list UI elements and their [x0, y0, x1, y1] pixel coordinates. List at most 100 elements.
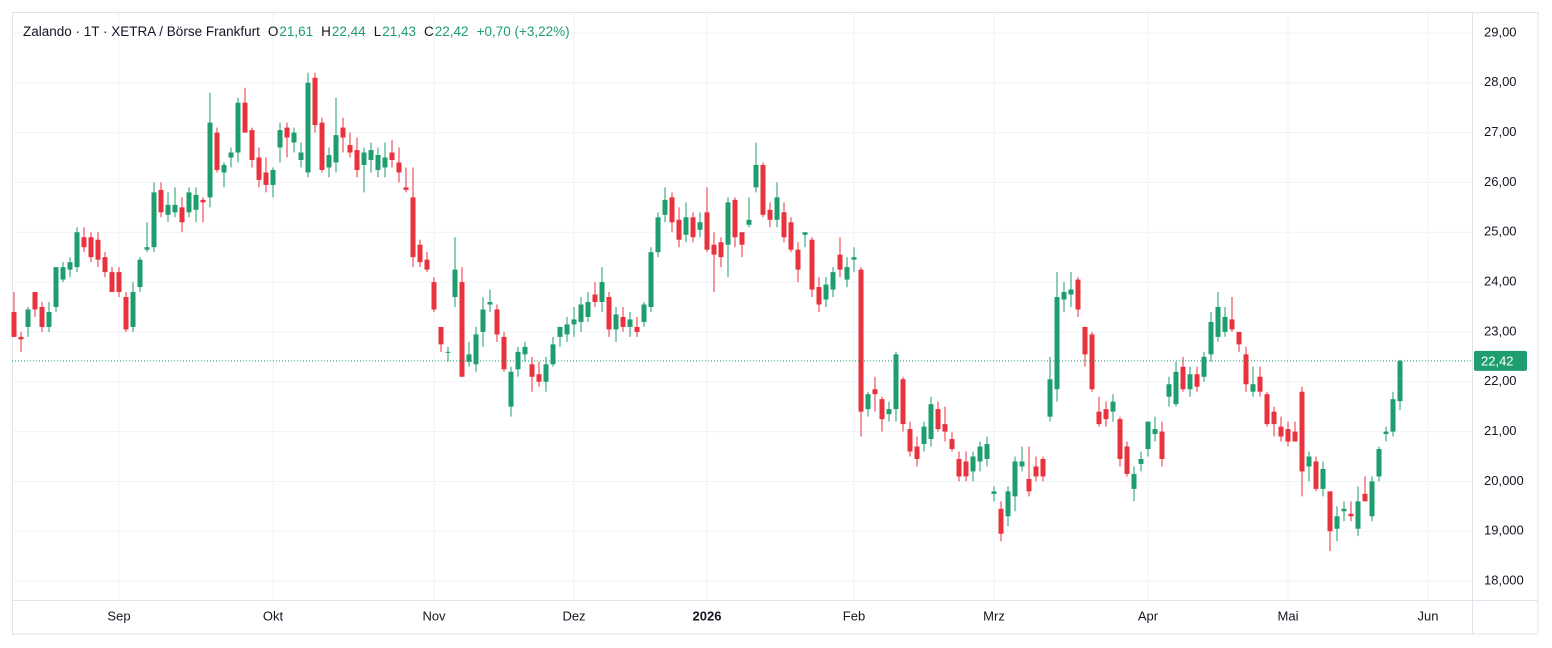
candle-body — [508, 371, 514, 407]
candle-body — [669, 197, 675, 223]
candle-body — [1082, 326, 1088, 355]
ohlc-value: 22,44 — [331, 24, 366, 39]
candle-body — [11, 311, 17, 337]
candle-body — [165, 204, 171, 215]
candle-body — [277, 130, 283, 148]
candle-body — [284, 127, 290, 138]
candle-body — [473, 334, 479, 365]
candle-body — [1257, 376, 1263, 392]
candle-body — [641, 304, 647, 322]
candle-body — [417, 244, 423, 263]
y-tick-label: 23,00 — [1484, 323, 1517, 338]
candle-body — [627, 319, 633, 327]
candle-body — [634, 326, 640, 332]
candle-body — [1012, 461, 1018, 497]
candle-body — [151, 192, 157, 248]
candle-body — [389, 152, 395, 160]
chart-frame — [12, 12, 1539, 635]
candle-body — [578, 304, 584, 322]
candle-body — [760, 164, 766, 215]
candle-body — [494, 309, 500, 335]
candle-body — [1187, 374, 1193, 390]
candle-body — [235, 102, 241, 153]
y-tick-label: 26,00 — [1484, 174, 1517, 189]
candle-body — [1390, 399, 1396, 432]
candle-body — [844, 267, 850, 280]
candle-body — [410, 197, 416, 258]
candle-body — [648, 252, 654, 307]
y-tick-label: 20,000 — [1484, 473, 1524, 488]
candle-body — [193, 194, 199, 210]
candle-body — [620, 316, 626, 327]
candle-body — [907, 429, 913, 452]
candle-body — [1271, 411, 1277, 425]
candle-body — [557, 326, 563, 337]
candle-body — [480, 309, 486, 332]
ohlc-key: L — [373, 24, 382, 39]
candle-body — [459, 282, 465, 377]
candle-body — [326, 155, 332, 168]
candle-body — [347, 145, 353, 153]
candle-body — [1054, 297, 1060, 390]
candle-body — [333, 135, 339, 163]
candle-body — [263, 172, 269, 185]
candle-body — [788, 222, 794, 250]
candle-body — [1362, 493, 1368, 502]
candle-body — [172, 204, 178, 213]
y-tick-label: 28,00 — [1484, 74, 1517, 89]
candle-body — [270, 169, 276, 185]
candle-body — [704, 212, 710, 250]
candle-body — [550, 344, 556, 365]
x-tick-label: Feb — [843, 608, 865, 623]
candle-body — [144, 247, 150, 250]
candle-body — [753, 164, 759, 188]
candle-body — [18, 336, 24, 340]
candle-body — [403, 187, 409, 190]
y-tick-label: 27,00 — [1484, 124, 1517, 139]
candle-body — [382, 157, 388, 168]
candle-body — [970, 456, 976, 472]
candle-body — [802, 232, 808, 235]
candle-body — [1173, 371, 1179, 405]
candle-body — [186, 192, 192, 213]
candle-body — [81, 237, 87, 248]
ohlc-legend: Zalando · 1T · XETRA / Börse Frankfurt O2… — [23, 24, 578, 39]
candle-body — [662, 199, 668, 215]
ohlc-key: H — [321, 24, 331, 39]
candle-body — [522, 346, 528, 355]
x-tick-label: Dez — [562, 608, 585, 623]
candle-body — [536, 374, 542, 382]
candle-body — [354, 150, 360, 170]
candle-body — [592, 294, 598, 303]
candle-body — [501, 336, 507, 370]
candle-body — [249, 130, 255, 160]
candle-body — [130, 292, 136, 327]
candle-body — [1194, 374, 1200, 387]
candle-body — [676, 219, 682, 240]
candle-body — [1355, 501, 1361, 529]
candle-body — [1152, 429, 1158, 435]
candle-body — [1103, 409, 1109, 420]
ohlc-value: 22,42 — [434, 24, 469, 39]
candle-body — [102, 257, 108, 273]
candle-body — [298, 152, 304, 160]
candle-body — [1306, 456, 1312, 467]
candle-body — [998, 508, 1004, 534]
candle-body — [1117, 419, 1123, 459]
candle-body — [935, 409, 941, 430]
candle-body — [340, 127, 346, 138]
candle-body — [725, 202, 731, 245]
candle-body — [1033, 466, 1039, 477]
candle-body — [515, 351, 521, 370]
candle-body — [1061, 292, 1067, 300]
instrument-name: Zalando · 1T · XETRA / Börse Frankfurt — [23, 24, 260, 39]
candle-body — [599, 282, 605, 303]
candle-body — [116, 272, 122, 293]
candle-body — [1264, 394, 1270, 425]
candle-body — [956, 458, 962, 477]
candle-body — [543, 364, 549, 382]
last-price-label: 22,42 — [1481, 353, 1514, 368]
candle-body — [39, 306, 45, 327]
candle-body — [396, 162, 402, 173]
